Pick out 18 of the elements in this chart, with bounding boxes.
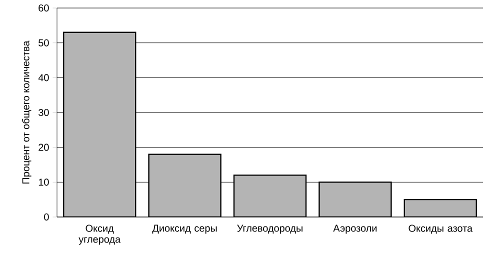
- x-tick-label: Оксид углерода: [78, 224, 121, 245]
- y-tick-label: 60: [38, 4, 49, 12]
- bar: [64, 32, 136, 217]
- bar: [234, 175, 306, 217]
- y-tick-label: 20: [38, 144, 49, 151]
- bar: [148, 154, 221, 217]
- bar: [319, 182, 392, 217]
- x-tick-label: Углеводороды: [237, 224, 302, 234]
- bar: [404, 198, 478, 217]
- y-tick-label: 30: [38, 108, 49, 116]
- y-tick-label: 40: [38, 74, 49, 82]
- y-tick-label: 0: [44, 213, 49, 221]
- y-tick-label: 10: [38, 178, 49, 186]
- x-tick-label: Оксиды азота: [408, 224, 473, 234]
- x-tick-label: Диоксид серы: [152, 224, 217, 234]
- x-tick-label: Аэрозоли: [333, 224, 377, 234]
- y-tick-label: 50: [38, 39, 49, 46]
- y-axis-title: Процент от общего количества: [22, 40, 32, 184]
